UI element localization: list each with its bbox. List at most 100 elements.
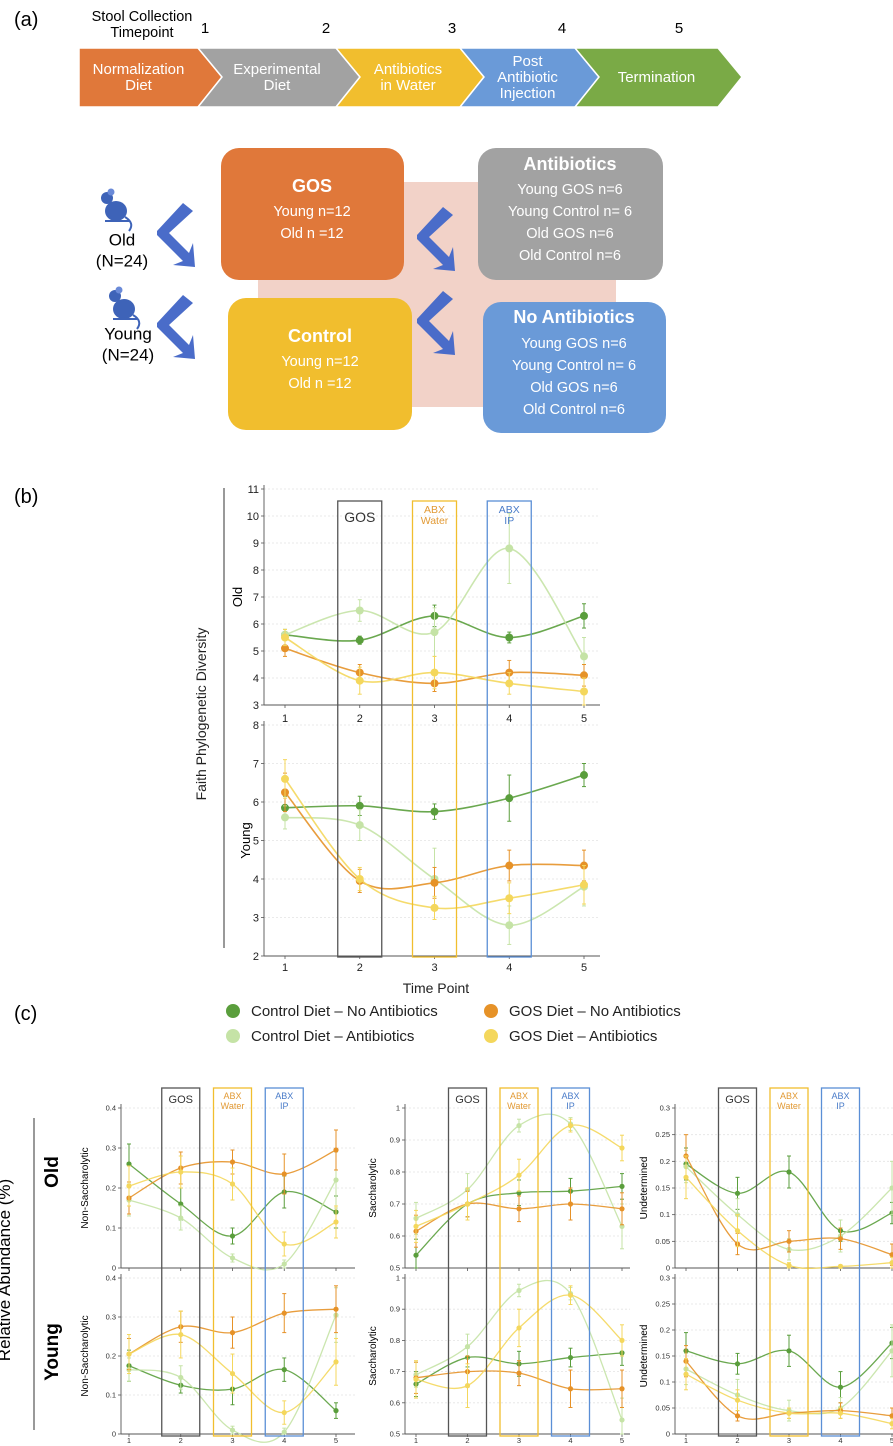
y-tick-label: 1 (396, 1274, 400, 1283)
group-line: Old Control n=6 (519, 248, 621, 264)
stage-label-line: Antibiotic (497, 69, 558, 86)
stage-label-line: Experimental (233, 61, 321, 78)
group-title: Control (288, 326, 352, 346)
mouse-label-old: Old (N=24) (96, 231, 148, 271)
x-tick-label: 4 (506, 713, 512, 725)
period-box-label: ABX IP (275, 1091, 293, 1111)
stage-label-line: Antibiotics (374, 61, 442, 78)
period-box-label-line: ABX (499, 504, 520, 516)
data-point (580, 771, 588, 780)
data-point (281, 813, 289, 822)
series-line (284, 778, 585, 910)
data-point (619, 1337, 625, 1343)
data-point (619, 1386, 625, 1392)
stage-label-line: Termination (618, 69, 696, 86)
mouse-label-young-line: Young (104, 325, 152, 344)
y-axis-label: Non-Saccharolytic (80, 1147, 91, 1228)
plot-old: 0 0.1 0.2 0.3 0.4 Non-Saccharolytic (80, 1104, 355, 1273)
y-tick-label: 0.8 (390, 1336, 400, 1345)
y-tick-label: 0.2 (106, 1184, 116, 1193)
y-tick-label: 0.15 (655, 1184, 670, 1193)
data-point (786, 1238, 792, 1244)
period-box-label-line: ABX (223, 1091, 241, 1101)
group-box (478, 148, 663, 280)
x-tick-label: 5 (620, 1436, 624, 1445)
data-point (580, 652, 588, 661)
y-tick-label: 0.2 (106, 1352, 116, 1361)
data-point (126, 1161, 132, 1167)
y-axis-label: Saccharolytic (368, 1326, 379, 1385)
mouse-ear (107, 188, 115, 196)
period-box-abx-ip (550, 1087, 591, 1437)
period-box-label-line: Water (777, 1101, 801, 1111)
data-point (333, 1359, 339, 1365)
data-point (355, 676, 364, 685)
data-point (333, 1147, 339, 1153)
data-point (505, 633, 514, 642)
data-point (178, 1201, 184, 1207)
stage-label: Termination (618, 69, 696, 86)
y-tick-label: 6 (253, 619, 259, 631)
stage-label: Post Antibiotic Injection (497, 53, 558, 102)
y-tick-label: 11 (248, 484, 259, 496)
y-tick-label: 8 (253, 720, 259, 732)
data-point (281, 774, 289, 783)
data-point (786, 1169, 792, 1175)
period-box-label-line: ABX (780, 1091, 798, 1101)
y-tick-label: 0.05 (655, 1237, 670, 1246)
data-point (889, 1260, 893, 1266)
legend-label: GOS Diet – Antibiotics (509, 1028, 657, 1045)
period-box-label-line: Water (421, 515, 449, 527)
y-tick-label: 0.1 (660, 1210, 670, 1219)
stage-label-line: Post (512, 53, 543, 70)
chevron-arrow (417, 291, 455, 355)
period-box-label-line: GOS (344, 509, 375, 525)
period-box-label: GOS (725, 1094, 749, 1106)
data-point (281, 1241, 287, 1247)
plot-old: 0.5 0.6 0.7 0.8 0.9 1 Saccharolytic (368, 1104, 630, 1273)
timepoint-number: 3 (448, 20, 456, 37)
period-box-label: ABX Water (507, 1091, 531, 1111)
period-box-label: ABX Water (421, 504, 449, 527)
mouse-tail (124, 216, 133, 232)
y-tick-label: 8 (253, 565, 259, 577)
group-line: Old Control n=6 (523, 402, 625, 418)
y-tick-label: 0.2 (660, 1326, 670, 1335)
plot-young: 0.5 0.6 0.7 0.8 0.9 1 1 2 3 4 5 Saccharolytic (368, 1274, 630, 1445)
x-tick-label: 1 (684, 1436, 688, 1445)
y-tick-label: 3 (253, 913, 259, 925)
mouse-label-old-line: Old (109, 231, 135, 250)
data-point (126, 1183, 132, 1189)
mouse-label-old-line: (N=24) (96, 252, 148, 271)
period-box-gos (161, 1087, 201, 1437)
data-point (281, 1367, 287, 1373)
plot-old: 3 4 5 6 7 8 9 10 11 Old (230, 484, 600, 712)
y-tick-label: 0.05 (655, 1404, 670, 1413)
data-point (281, 644, 289, 653)
relative-abundance-label: Relative Abundance (%) (0, 1179, 14, 1361)
data-point (355, 875, 364, 883)
x-tick-label: 1 (414, 1436, 418, 1445)
data-point (580, 880, 588, 889)
subplot-row-label: Young (238, 822, 253, 858)
data-point (430, 668, 439, 677)
data-point (229, 1233, 236, 1239)
x-tick-label: 1 (282, 713, 288, 725)
data-point (505, 894, 514, 903)
data-point (516, 1370, 522, 1376)
stage-label: Experimental Diet (233, 61, 321, 94)
data-point (413, 1252, 419, 1258)
y-tick-label: 4 (253, 874, 259, 886)
y-tick-label: 0 (112, 1264, 116, 1273)
period-box-label-line: IP (280, 1101, 289, 1111)
period-box-label: GOS (344, 509, 375, 525)
stage-label-line: in Water (380, 77, 435, 94)
mouse-label-young: Young (N=24) (102, 325, 154, 365)
data-point (281, 1310, 287, 1316)
timepoint-number: 5 (675, 20, 683, 37)
data-point (505, 544, 514, 553)
data-point (889, 1252, 893, 1258)
period-box-abx-water (769, 1087, 809, 1437)
mouse-icon (101, 188, 133, 232)
group-line: Young Control n= 6 (512, 358, 636, 374)
